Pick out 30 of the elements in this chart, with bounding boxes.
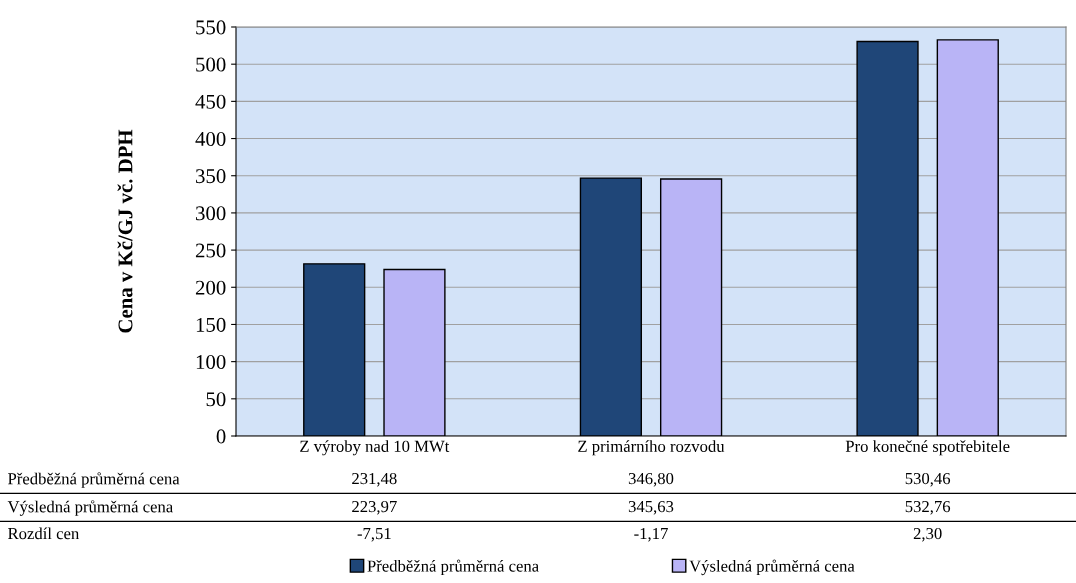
y-tick-label: 350	[196, 169, 226, 184]
y-tick-label: 400	[195, 131, 226, 146]
text: 2,30	[913, 527, 942, 542]
x-tick-label: Z výroby nad 10 MWt	[300, 440, 450, 456]
text: Výsledná průměrná cena	[7, 500, 173, 516]
y-tick-label: 500	[196, 57, 226, 72]
y-axis-title: Cena v Kč/GJ vč. DPH	[117, 129, 133, 333]
y-tick-label: 0	[216, 429, 226, 444]
legend-label: Výsledná průměrná cena	[689, 559, 855, 576]
y-tick-label: 100	[196, 355, 226, 370]
y-tick-label: 50	[206, 392, 226, 407]
legend-label: Předběžná průměrná cena	[367, 559, 539, 576]
data-label: 346,80	[628, 472, 674, 487]
y-tick-label: 550	[196, 20, 226, 35]
y-tick-label: 150	[196, 317, 226, 332]
text: -7,51	[357, 528, 391, 542]
x-tick-label: Z primárního rozvodu	[578, 440, 725, 456]
x-tick-label: Pro konečné spotřebitele	[845, 440, 1010, 456]
text: -1,17	[634, 528, 668, 542]
data-label: 530,46	[905, 472, 951, 487]
data-label: 532,76	[905, 500, 951, 515]
y-tick-label: 300	[196, 206, 226, 221]
y-tick-label: 250	[195, 243, 226, 258]
data-label: 231,48	[352, 472, 397, 487]
y-tick-label: 450	[195, 94, 226, 109]
text: Předběžná průměrná cena	[8, 472, 180, 488]
data-label: 345,63	[628, 500, 674, 515]
text: Rozdíl cen	[8, 527, 80, 540]
y-tick-label: 200	[195, 280, 226, 295]
data-label: 223,97	[352, 500, 397, 515]
